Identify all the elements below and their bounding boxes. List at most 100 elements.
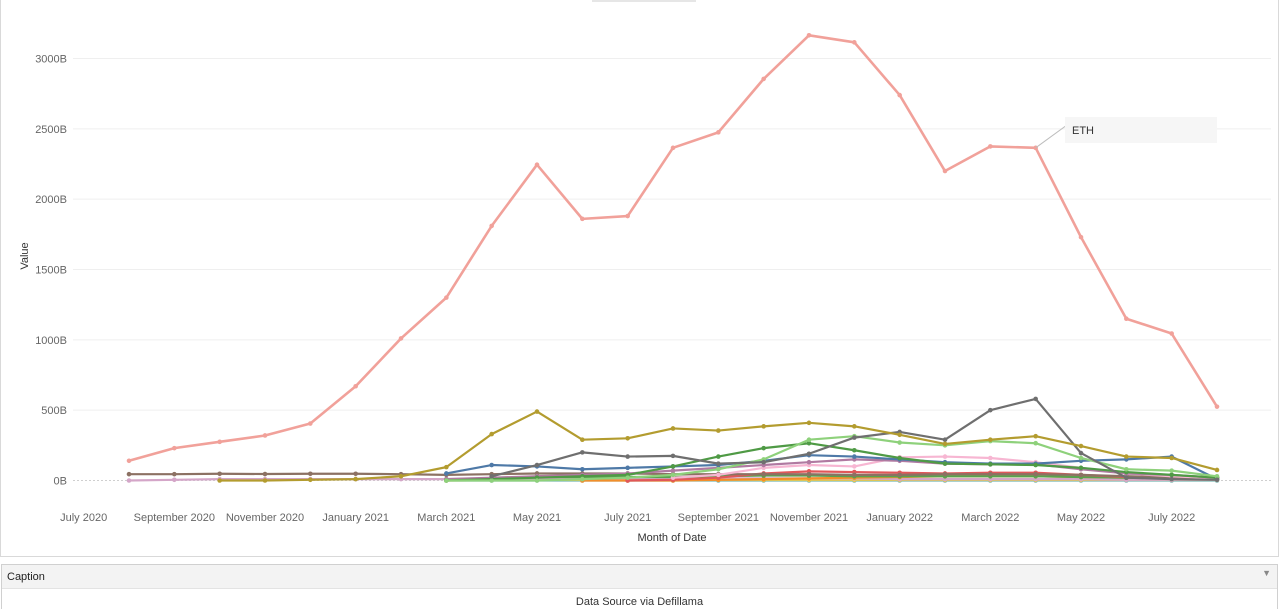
line-chart: 0B 500B 1000B 1500B 2000B 2500B 3000B July 2020… xyxy=(19,32,1271,544)
data-point xyxy=(172,445,177,451)
series-line xyxy=(128,33,1219,463)
data-point xyxy=(852,454,857,459)
data-point xyxy=(444,464,449,470)
chart-area: 0B 500B 1000B 1500B 2000B 2500B 3000B July 2020… xyxy=(0,0,1279,557)
data-point xyxy=(761,76,766,82)
data-point xyxy=(988,462,993,467)
data-point xyxy=(172,471,177,477)
data-point xyxy=(489,473,494,479)
data-point xyxy=(1078,455,1084,461)
data-point xyxy=(942,461,948,466)
data-point xyxy=(534,162,540,168)
data-point xyxy=(1124,466,1129,472)
data-point xyxy=(806,440,812,446)
x-tick-label: January 2021 xyxy=(322,512,389,524)
dropdown-arrow-icon[interactable]: ▼ xyxy=(1262,568,1271,578)
data-point xyxy=(1078,450,1084,456)
data-point xyxy=(262,433,268,438)
annotation-leader-line xyxy=(1035,124,1068,149)
x-tick-label: May 2021 xyxy=(513,512,561,524)
data-point xyxy=(942,437,948,443)
data-point xyxy=(444,478,449,483)
data-point xyxy=(1214,467,1220,473)
data-point xyxy=(716,454,721,459)
caption-title: Caption xyxy=(7,571,45,583)
data-point xyxy=(1124,454,1129,459)
y-tick-label: 3000B xyxy=(35,54,67,66)
data-point xyxy=(716,130,721,135)
x-tick-label: May 2022 xyxy=(1057,512,1105,524)
y-tick-label: 2500B xyxy=(35,124,67,136)
data-point xyxy=(897,440,902,445)
data-point xyxy=(852,464,857,469)
data-point xyxy=(262,471,268,477)
data-point xyxy=(852,447,857,453)
data-point xyxy=(1078,465,1084,471)
data-point xyxy=(580,450,585,455)
data-point xyxy=(670,145,676,151)
data-point xyxy=(1124,316,1129,322)
data-point xyxy=(670,453,676,459)
data-point xyxy=(1169,331,1174,336)
data-point xyxy=(716,466,721,472)
data-point xyxy=(716,428,721,433)
caption-text: Data Source via Defillama xyxy=(575,596,704,608)
data-point xyxy=(126,458,132,464)
data-point xyxy=(534,409,540,414)
data-point xyxy=(1033,396,1038,402)
data-point xyxy=(534,478,540,483)
data-point xyxy=(1169,468,1174,473)
data-point xyxy=(670,468,676,473)
data-point xyxy=(1214,477,1220,483)
data-point xyxy=(897,455,902,461)
data-point xyxy=(353,476,358,482)
x-tick-label: September 2020 xyxy=(134,512,215,524)
data-point xyxy=(806,32,812,38)
series-line xyxy=(446,435,1218,482)
data-point xyxy=(1033,462,1038,468)
data-point xyxy=(580,216,585,222)
data-point xyxy=(353,383,358,389)
caption-header[interactable]: Caption ▼ xyxy=(2,565,1277,589)
data-point xyxy=(625,465,630,471)
series-eth xyxy=(126,32,1220,464)
data-point xyxy=(988,144,993,149)
data-point xyxy=(1033,433,1038,439)
data-point xyxy=(852,435,857,440)
data-point xyxy=(308,471,313,477)
x-tick-label: July 2020 xyxy=(60,512,107,524)
data-point xyxy=(670,472,676,478)
x-tick-label: March 2021 xyxy=(417,512,475,524)
data-point xyxy=(761,471,766,477)
x-tick-label: January 2022 xyxy=(866,512,933,524)
data-point xyxy=(942,441,948,447)
y-axis-title: Value xyxy=(19,242,31,269)
data-point xyxy=(625,213,630,219)
data-point xyxy=(398,336,404,341)
y-tick-label: 0B xyxy=(54,476,67,488)
data-point xyxy=(761,445,766,451)
x-tick-label: November 2020 xyxy=(226,512,304,524)
data-point xyxy=(1124,475,1129,480)
data-point xyxy=(988,437,993,443)
chart-title-placeholder xyxy=(592,0,696,2)
data-point xyxy=(126,471,132,477)
data-point xyxy=(988,471,993,477)
data-point xyxy=(489,462,494,468)
data-point xyxy=(1214,473,1220,479)
data-point xyxy=(353,471,358,477)
data-point xyxy=(580,466,585,472)
data-point xyxy=(942,454,948,459)
data-point xyxy=(852,472,857,478)
data-point xyxy=(489,478,494,483)
data-point xyxy=(761,459,766,465)
data-point xyxy=(217,471,222,477)
data-point xyxy=(761,424,766,429)
data-point xyxy=(852,40,857,45)
data-point xyxy=(217,478,222,483)
data-point xyxy=(262,478,268,483)
data-point xyxy=(444,471,449,476)
data-point xyxy=(625,475,630,480)
y-tick-label: 1000B xyxy=(35,335,67,347)
series-line xyxy=(446,458,1218,481)
